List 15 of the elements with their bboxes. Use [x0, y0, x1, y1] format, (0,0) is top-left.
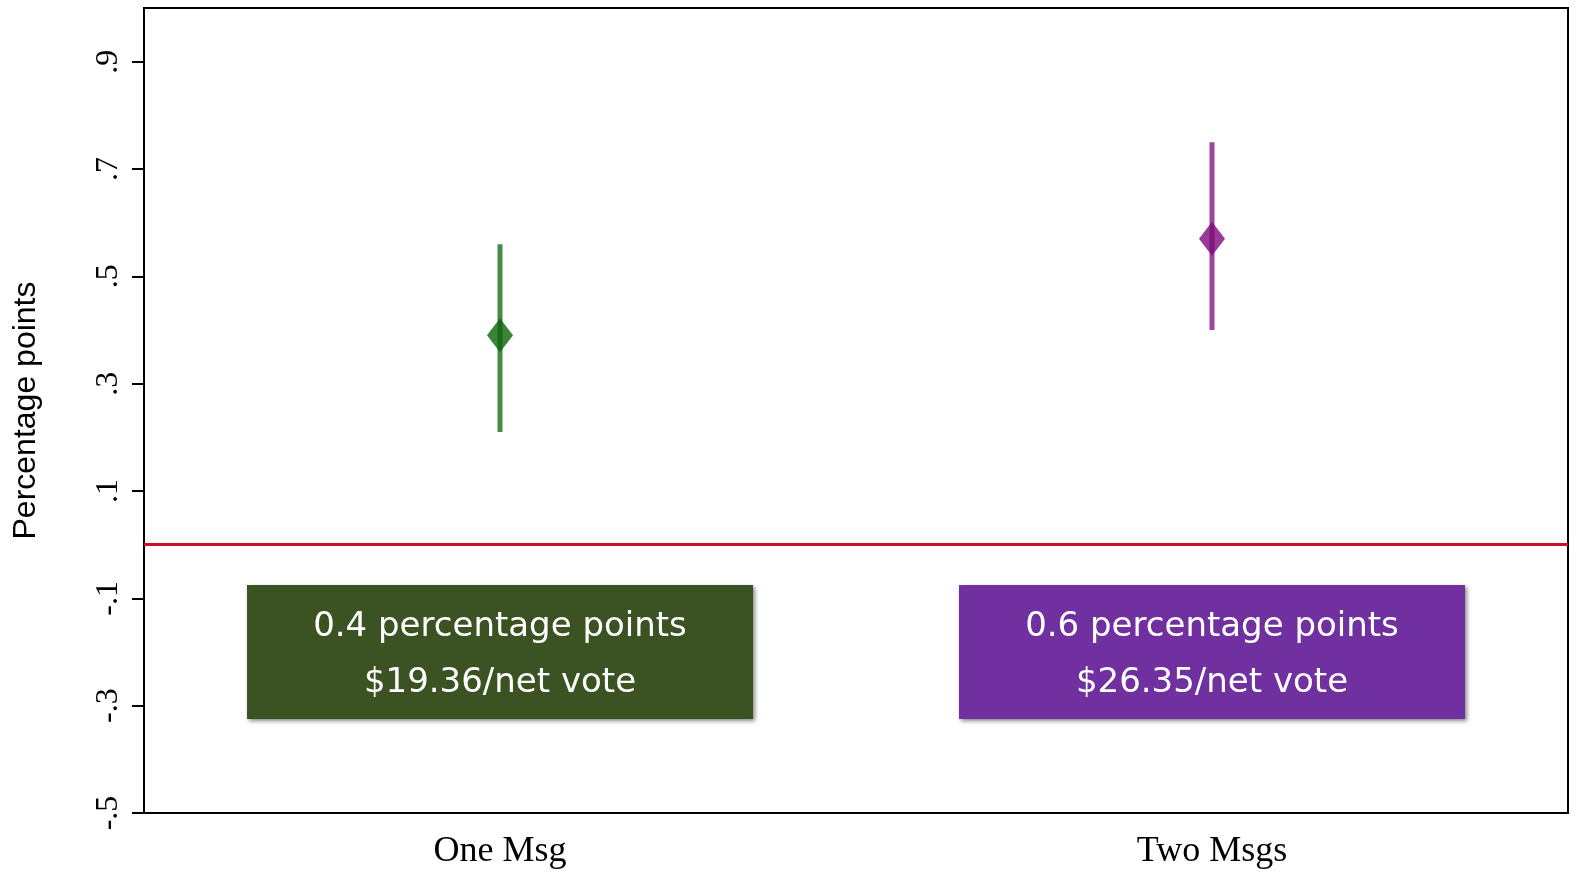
y-tick-label: -.5: [88, 795, 124, 831]
x-tick-label: Two Msgs: [1136, 829, 1288, 869]
y-tick-label: -.3: [88, 688, 124, 723]
y-tick-label: -.1: [88, 581, 124, 616]
label-box: 0.4 percentage points $19.36/net vote: [247, 585, 753, 719]
y-tick-label: .9: [88, 49, 124, 74]
label-box: 0.6 percentage points $26.35/net vote: [959, 585, 1465, 719]
y-tick-label: .1: [88, 479, 124, 503]
y-axis-title: Percentage points: [6, 281, 42, 540]
annotation: 0.6 percentage points $26.35/net vote: [1025, 603, 1399, 702]
y-tick-label: .3: [88, 371, 124, 396]
annotation: 0.4 percentage points $19.36/net vote: [313, 603, 687, 702]
x-tick-label: One Msg: [433, 829, 567, 869]
y-tick-label: .7: [88, 157, 124, 181]
y-tick-label: .5: [88, 264, 124, 289]
